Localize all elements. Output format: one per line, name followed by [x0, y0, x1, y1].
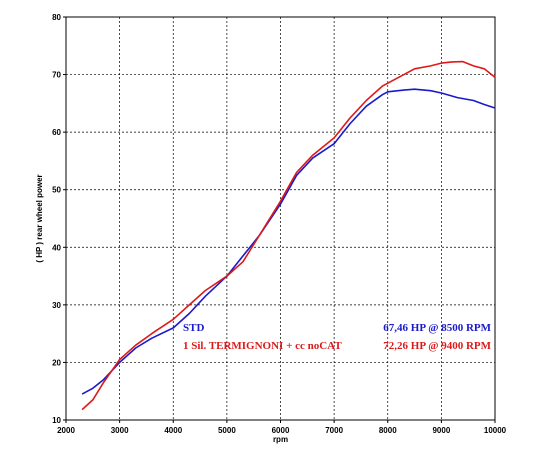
y-tick-label: 60: [52, 128, 61, 137]
x-tick-label: 2000: [57, 426, 75, 435]
x-tick-label: 7000: [325, 426, 343, 435]
x-tick-label: 4000: [164, 426, 182, 435]
legend-name-termignoni: 1 Sil. TERMIGNONI + cc noCAT: [183, 340, 342, 352]
y-tick-label: 80: [52, 13, 61, 22]
grid: [66, 17, 495, 420]
x-tick-label: 5000: [218, 426, 236, 435]
y-tick-label: 70: [52, 71, 61, 80]
x-axis-ticks: 2000 3000 4000 5000 6000 7000 8000 9000 10000: [57, 420, 507, 435]
y-axis-label: ( HP ) rear wheel power: [35, 174, 44, 262]
y-tick-label: 10: [52, 416, 61, 425]
x-tick-label: 9000: [432, 426, 450, 435]
y-tick-label: 40: [52, 243, 61, 252]
legend-peak-termignoni: 72,26 HP @ 9400 RPM: [383, 340, 491, 352]
series-lines: [81, 60, 496, 411]
legend-peak-std: 67,46 HP @ 8500 RPM: [383, 322, 491, 334]
y-axis-ticks: 10 20 30 40 50 60 70 80: [52, 13, 66, 425]
legend-name-std: STD: [183, 322, 204, 334]
x-axis-label: rpm: [273, 435, 288, 444]
y-tick-label: 50: [52, 186, 61, 195]
y-tick-label: 30: [52, 301, 61, 310]
x-tick-label: 8000: [379, 426, 397, 435]
series-line-termignoni: [81, 60, 496, 411]
series-line-std: [81, 88, 496, 395]
x-tick-label: 3000: [111, 426, 129, 435]
y-tick-label: 20: [52, 358, 61, 367]
x-tick-label: 10000: [484, 426, 507, 435]
x-tick-label: 6000: [272, 426, 290, 435]
legend: STD 67,46 HP @ 8500 RPM 1 Sil. TERMIGNON…: [183, 322, 492, 352]
